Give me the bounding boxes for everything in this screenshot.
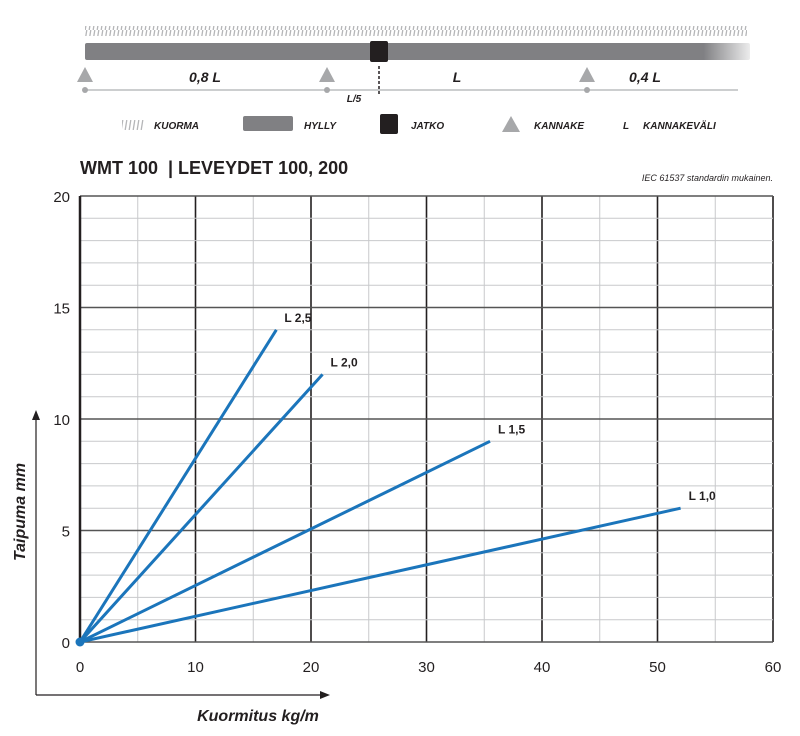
span-label: 0,4 L bbox=[629, 69, 661, 85]
y-arrow-head bbox=[32, 410, 40, 420]
span-label: L bbox=[453, 69, 462, 85]
joint-block bbox=[370, 41, 388, 62]
series-line bbox=[79, 506, 681, 644]
legend-label: KANNAKEVÄLI bbox=[643, 119, 716, 132]
x-tick-label: 50 bbox=[649, 659, 666, 676]
bracket-icon bbox=[579, 67, 595, 82]
y-tick-label: 15 bbox=[53, 301, 70, 318]
shelf-legend-icon bbox=[243, 116, 293, 131]
x-axis-label: Kuormitus kg/m bbox=[197, 708, 319, 725]
joint-legend-icon bbox=[380, 114, 398, 134]
x-arrow-head bbox=[320, 691, 330, 699]
span-label: 0,8 L bbox=[189, 69, 221, 85]
chart-title: WMT 100 | LEVEYDET 100, 200 bbox=[80, 158, 348, 178]
standard-note: IEC 61537 standardin mukainen. bbox=[642, 173, 773, 183]
load-legend-icon bbox=[122, 120, 144, 130]
series-line bbox=[78, 329, 278, 643]
y-axis-label: Taipuma mm bbox=[12, 463, 29, 561]
legend-label: JATKO bbox=[411, 121, 444, 132]
origin-point bbox=[75, 637, 85, 647]
x-tick-label: 0 bbox=[76, 659, 84, 676]
joint-offset-label: L/5 bbox=[347, 94, 362, 105]
series-label: L 1,5 bbox=[498, 422, 525, 436]
bracket-legend-icon bbox=[502, 116, 520, 132]
span-legend-symbol: L bbox=[623, 121, 629, 132]
y-tick-label: 5 bbox=[62, 524, 70, 541]
bracket-icon bbox=[77, 67, 93, 82]
x-tick-label: 10 bbox=[187, 659, 204, 676]
y-tick-label: 10 bbox=[53, 412, 70, 429]
y-tick-label: 0 bbox=[62, 635, 70, 652]
x-tick-label: 40 bbox=[534, 659, 551, 676]
series-line bbox=[78, 373, 324, 644]
bracket-icon bbox=[319, 67, 335, 82]
series-label: L 2,0 bbox=[331, 355, 358, 369]
y-tick-label: 20 bbox=[53, 189, 70, 206]
x-tick-label: 60 bbox=[765, 659, 782, 676]
legend-label: HYLLY bbox=[304, 121, 337, 132]
shelf-bar bbox=[85, 43, 750, 60]
load-hatch bbox=[85, 26, 747, 36]
series-label: L 1,0 bbox=[689, 489, 716, 503]
shelf-span-diagram: 0,8 L L 0,4 L L/5 KUORMA HYLLY JATKO KAN… bbox=[77, 26, 750, 134]
legend-label: KANNAKE bbox=[534, 121, 584, 132]
legend-label: KUORMA bbox=[154, 121, 199, 132]
x-tick-label: 30 bbox=[418, 659, 435, 676]
x-tick-label: 20 bbox=[303, 659, 320, 676]
series-label: L 2,5 bbox=[284, 311, 311, 325]
series-line bbox=[79, 439, 491, 644]
